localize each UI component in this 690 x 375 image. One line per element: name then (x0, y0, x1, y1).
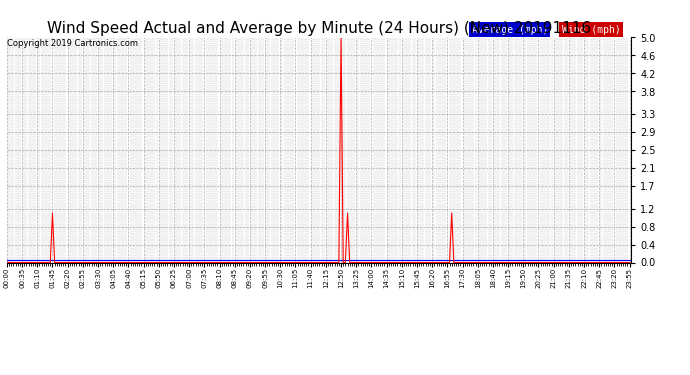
Text: Average (mph): Average (mph) (472, 25, 548, 35)
Text: Copyright 2019 Cartronics.com: Copyright 2019 Cartronics.com (7, 39, 138, 48)
Text: Wind (mph): Wind (mph) (562, 25, 621, 35)
Title: Wind Speed Actual and Average by Minute (24 Hours) (New) 20191116: Wind Speed Actual and Average by Minute … (47, 21, 591, 36)
